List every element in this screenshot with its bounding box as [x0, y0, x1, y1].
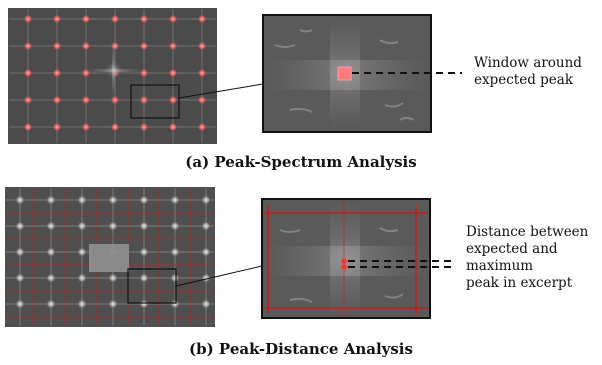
spectrum-peak	[15, 247, 25, 257]
spectrum-peak	[46, 273, 56, 283]
zoom-connector-b	[175, 265, 263, 287]
spectrum-peak	[169, 15, 177, 23]
spectrum-peak	[53, 69, 61, 77]
spectrum-peak	[24, 69, 32, 77]
spectrum-peak	[170, 299, 180, 309]
spectrum-peak	[24, 42, 32, 50]
spectrum-peak	[77, 299, 87, 309]
spectrum-peak	[53, 42, 61, 50]
spectrum-peak	[198, 69, 206, 77]
annotation-a: Window around expected peak	[474, 55, 582, 89]
spectrum-peak	[139, 221, 149, 231]
annotation-b-line-4: peak in excerpt	[466, 275, 573, 291]
spectrum-peak	[201, 299, 211, 309]
spectrum-peak	[111, 15, 119, 23]
spectrum-peak	[24, 96, 32, 104]
spectrum-peak	[82, 42, 90, 50]
spectrum-peak	[46, 247, 56, 257]
annotation-b-line-2: expected and	[466, 241, 558, 257]
annotation-b: Distance between expected and maximum pe…	[466, 224, 588, 292]
annotation-a-line-2: expected peak	[474, 72, 574, 88]
spectrum-peak	[201, 273, 211, 283]
spectrum-peak	[77, 247, 87, 257]
spectrum-peak	[140, 123, 148, 131]
spectrum-peak	[201, 247, 211, 257]
highlighted-cell-b	[89, 244, 129, 272]
spectrum-peak	[77, 221, 87, 231]
spectrum-peak	[108, 221, 118, 231]
caption-a: (a) Peak-Spectrum Analysis	[185, 153, 417, 171]
spectrum-peak	[82, 123, 90, 131]
annotation-b-line-3: maximum	[466, 258, 534, 274]
spectrum-peak	[140, 96, 148, 104]
spectrum-peak	[46, 221, 56, 231]
spectrum-peak	[46, 299, 56, 309]
spectrum-peak	[170, 221, 180, 231]
spectrum-peak	[82, 15, 90, 23]
spectrum-peak	[139, 195, 149, 205]
zoom-connector-a	[178, 83, 264, 99]
expected-peak-marker	[341, 258, 347, 264]
spectrum-peak	[198, 123, 206, 131]
spectrum-image-a	[8, 8, 217, 144]
spectrum-peak	[198, 96, 206, 104]
caption-b: (b) Peak-Distance Analysis	[189, 340, 413, 358]
spectrum-peak	[15, 221, 25, 231]
spectrum-peak	[24, 123, 32, 131]
spectrum-peak	[15, 195, 25, 205]
spectrum-peak	[108, 273, 118, 283]
expected-peak-window	[337, 66, 352, 81]
spectrum-peak	[170, 195, 180, 205]
excerpt-box-a	[130, 84, 180, 119]
spectrum-peak	[140, 42, 148, 50]
spectrum-peak	[24, 15, 32, 23]
spectrum-peak	[77, 195, 87, 205]
spectrum-peak	[170, 273, 180, 283]
spectrum-peak	[53, 123, 61, 131]
spectrum-peak	[53, 96, 61, 104]
maximum-peak-marker	[341, 264, 347, 270]
spectrum-peak	[82, 96, 90, 104]
spectrum-peak	[198, 42, 206, 50]
spectrum-peak	[170, 247, 180, 257]
annotation-a-line-1: Window around	[474, 55, 582, 71]
spectrum-image-b	[5, 187, 215, 327]
spectrum-peak	[108, 195, 118, 205]
spectrum-peak	[201, 221, 211, 231]
spectrum-peak	[139, 299, 149, 309]
spectrum-peak	[140, 15, 148, 23]
spectrum-peak	[46, 195, 56, 205]
annotation-b-line-1: Distance between	[466, 224, 589, 240]
spectrum-peak	[139, 247, 149, 257]
spectrum-peak	[169, 123, 177, 131]
spectrum-peak	[108, 299, 118, 309]
spectrum-peak	[201, 195, 211, 205]
spectrum-peak	[77, 273, 87, 283]
spectrum-peak	[139, 273, 149, 283]
spectrum-peak	[15, 299, 25, 309]
spectrum-peak	[53, 15, 61, 23]
spectrum-peak	[169, 69, 177, 77]
spectrum-peak	[169, 96, 177, 104]
spectrum-peak	[15, 273, 25, 283]
spectrum-peak	[169, 42, 177, 50]
spectrum-peak	[198, 15, 206, 23]
spectrum-peak	[111, 123, 119, 131]
zoomed-excerpt-b	[261, 198, 431, 319]
